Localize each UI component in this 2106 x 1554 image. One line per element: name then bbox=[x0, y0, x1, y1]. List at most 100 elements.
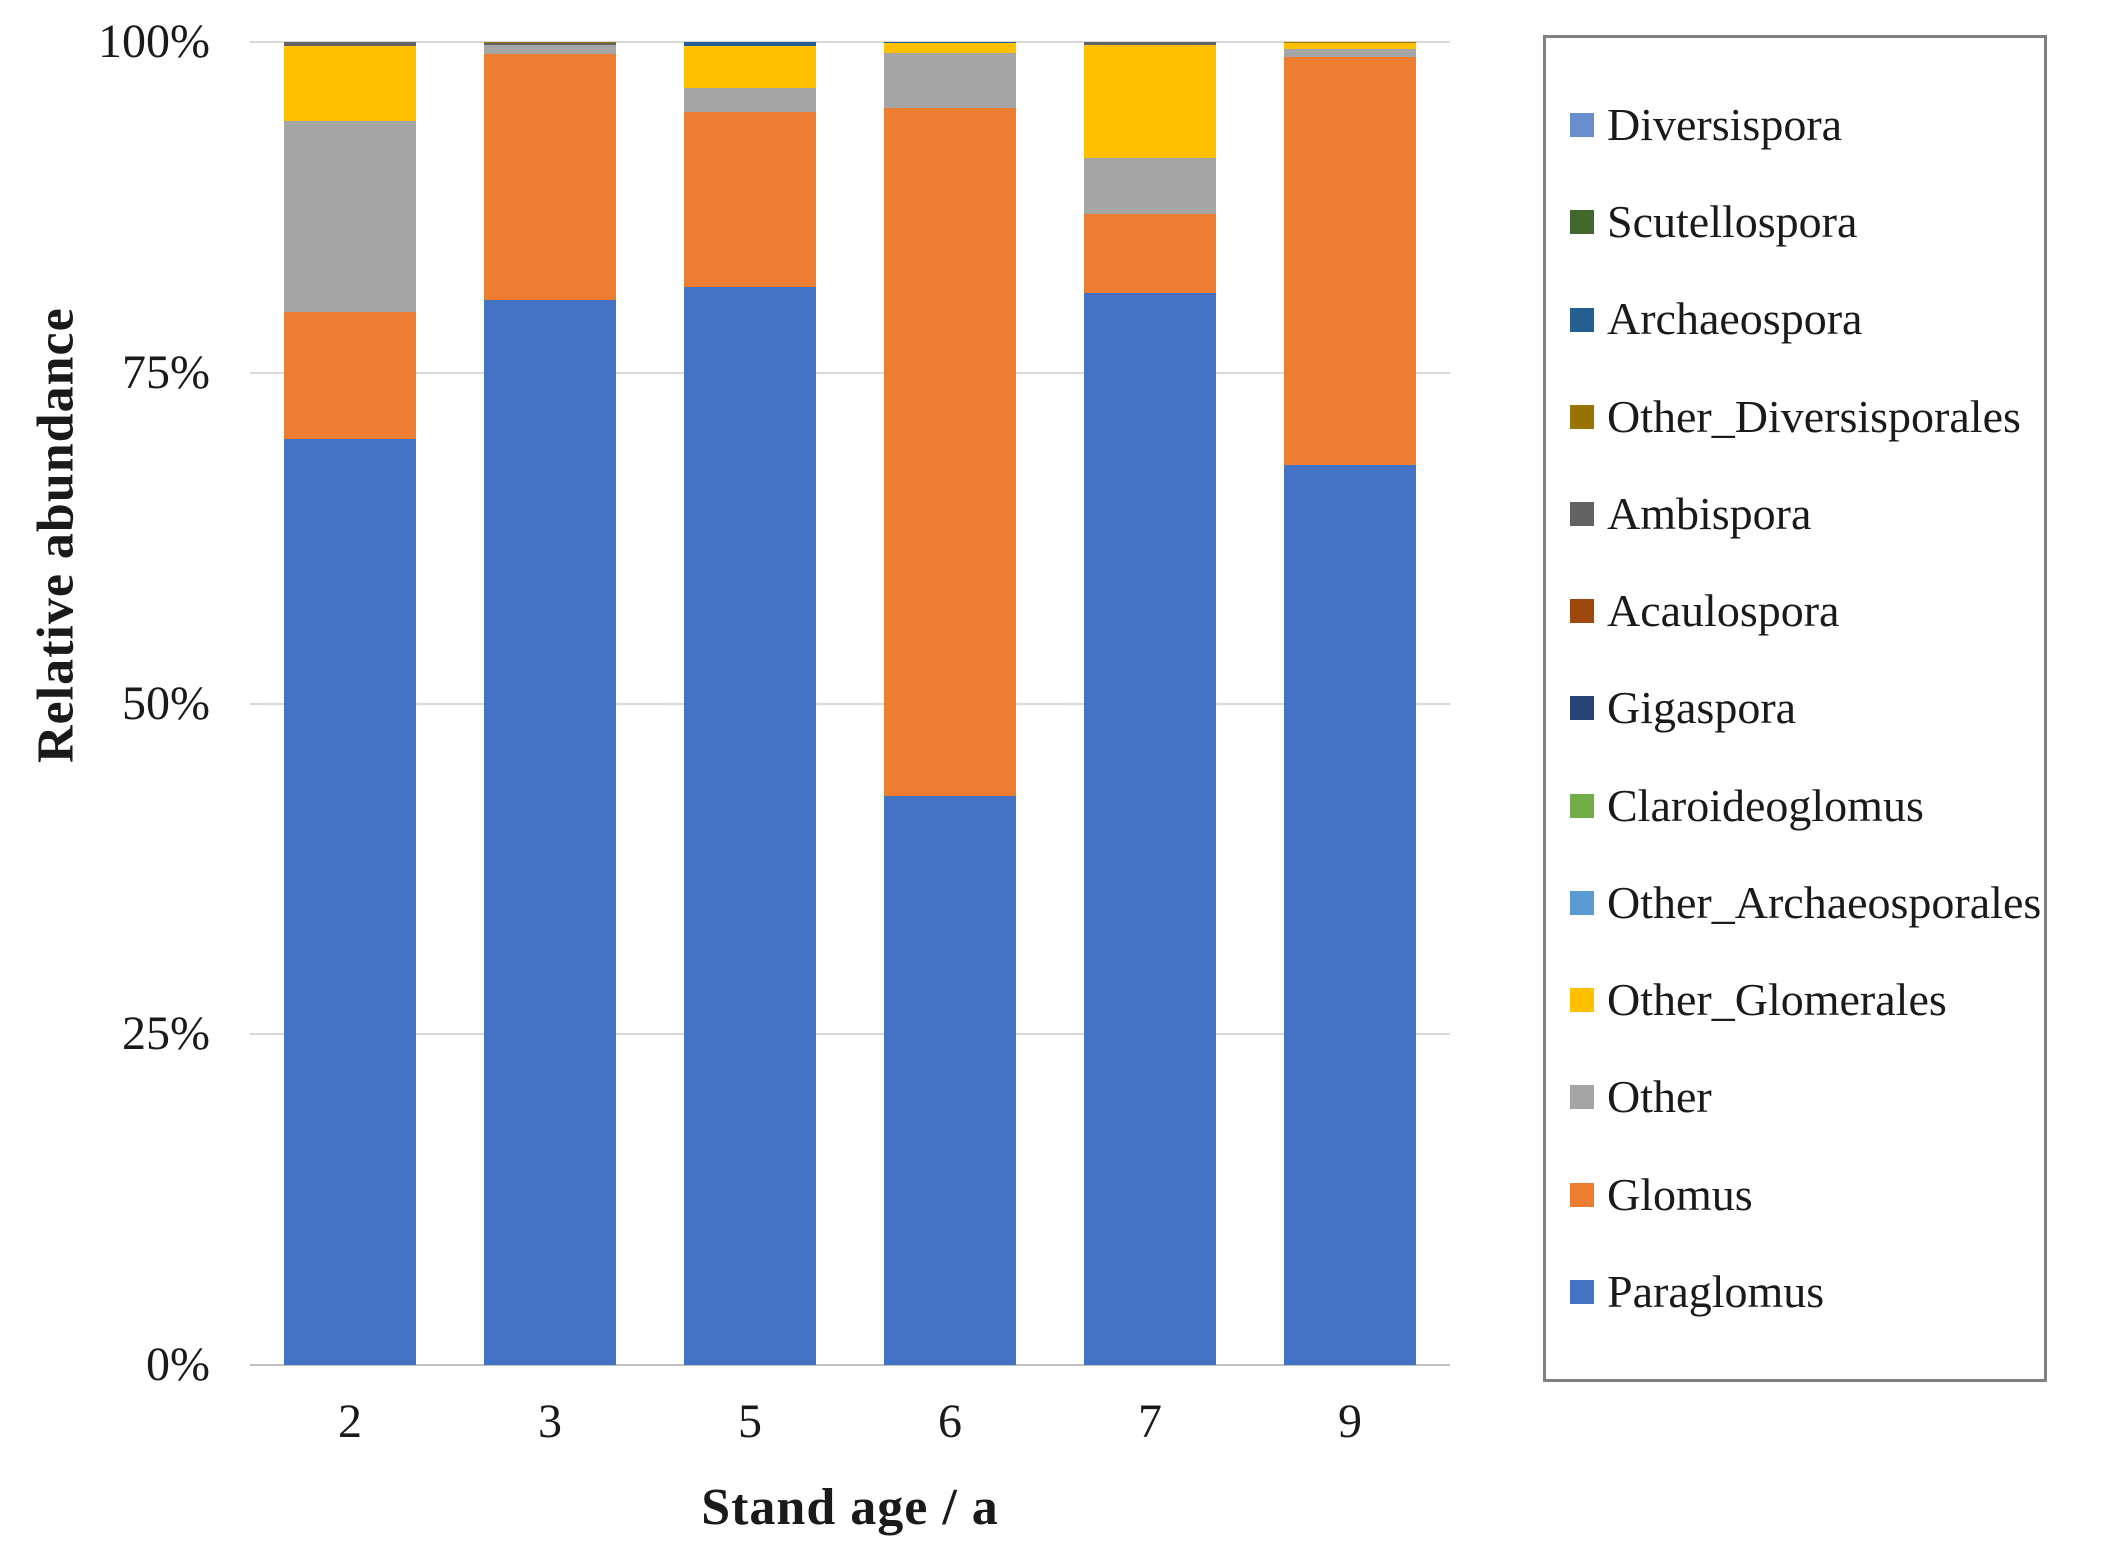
legend-swatch-paraglomus bbox=[1570, 1279, 1594, 1304]
segment-other-age-7 bbox=[1084, 158, 1216, 214]
bar-age-5 bbox=[684, 42, 816, 1365]
segment-archaeospora-age-5 bbox=[684, 42, 816, 46]
legend-label-scutellospora: Scutellospora bbox=[1607, 196, 1858, 248]
legend-item-ambispora: Ambispora bbox=[1570, 487, 2034, 539]
bar-age-9 bbox=[1284, 42, 1416, 1365]
x-tick-label-7: 7 bbox=[1138, 1395, 1162, 1448]
legend-item-paraglomus: Paraglomus bbox=[1570, 1265, 2034, 1317]
legend-swatch-diversispora bbox=[1570, 113, 1594, 138]
x-tick-label-5: 5 bbox=[738, 1395, 762, 1448]
plot-area bbox=[250, 41, 1450, 1366]
bar-slot-age-2 bbox=[250, 42, 450, 1365]
segment-paraglomus-age-9 bbox=[1284, 465, 1416, 1365]
gridline-0 bbox=[250, 1364, 1450, 1366]
segment-paraglomus-age-2 bbox=[284, 438, 416, 1365]
segment-other-age-6 bbox=[884, 52, 1016, 109]
y-tick-label-100: 100% bbox=[98, 15, 210, 68]
legend-label-claroideoglomus: Claroideoglomus bbox=[1607, 779, 1924, 831]
legend-swatch-other bbox=[1570, 1085, 1594, 1110]
bar-slot-age-7 bbox=[1050, 42, 1250, 1365]
legend-swatch-archaeospora bbox=[1570, 307, 1594, 332]
legend-swatch-other_glomerales bbox=[1570, 988, 1594, 1013]
gridline-100 bbox=[250, 41, 1450, 43]
bar-age-7 bbox=[1084, 42, 1216, 1365]
segment-other-age-5 bbox=[684, 88, 816, 113]
legend-item-archaeospora: Archaeospora bbox=[1570, 295, 2034, 343]
legend-swatch-claroideoglomus bbox=[1570, 793, 1594, 818]
y-tick-label-50: 50% bbox=[122, 676, 210, 730]
segment-ambispora-age-7 bbox=[1084, 42, 1216, 45]
x-tick-label-2: 2 bbox=[338, 1395, 362, 1448]
legend: Diversispora Scutellospora Archaeospora Oth… bbox=[1543, 35, 2047, 1382]
legend-swatch-acaulospora bbox=[1570, 599, 1594, 624]
legend-item-other_glomerales: Other_Glomerales bbox=[1570, 974, 2034, 1026]
x-axis-title: Stand age / a bbox=[701, 1479, 999, 1536]
segment-other_glomerales-age-7 bbox=[1084, 44, 1216, 159]
legend-item-acaulospora: Acaulospora bbox=[1570, 586, 2034, 635]
legend-item-other_archaeosporales: Other_Archaeosporales bbox=[1570, 878, 2041, 927]
segment-archaeospora-age-6 bbox=[884, 42, 1016, 44]
legend-item-other: Other bbox=[1570, 1071, 2034, 1123]
legend-swatch-glomus bbox=[1570, 1182, 1594, 1207]
legend-label-glomus: Glomus bbox=[1607, 1168, 1753, 1220]
legend-label-diversispora: Diversispora bbox=[1607, 98, 1843, 150]
legend-item-gigaspora: Gigaspora bbox=[1570, 684, 2034, 732]
legend-label-archaeospora: Archaeospora bbox=[1607, 293, 1863, 345]
x-axis-ticks: 2 3 5 6 7 9 bbox=[250, 1398, 1450, 1446]
segment-other_diversisporales-age-3 bbox=[484, 42, 616, 44]
gridline-75 bbox=[250, 371, 1450, 374]
bar-age-3 bbox=[484, 42, 616, 1365]
y-tick-label-25: 25% bbox=[122, 1007, 210, 1061]
segment-paraglomus-age-7 bbox=[1084, 293, 1216, 1365]
gridline-25 bbox=[250, 1033, 1450, 1036]
legend-label-other: Other bbox=[1607, 1071, 1712, 1123]
bar-slot-age-5 bbox=[650, 42, 850, 1365]
legend-item-claroideoglomus: Claroideoglomus bbox=[1570, 779, 2034, 831]
segment-paraglomus-age-5 bbox=[684, 286, 816, 1365]
segment-glomus-age-9 bbox=[1284, 56, 1416, 466]
y-tick-label-0: 0% bbox=[146, 1338, 210, 1391]
segment-other_diversisporales-age-9 bbox=[1284, 42, 1416, 44]
legend-swatch-other_archaeosporales bbox=[1570, 890, 1594, 915]
segment-glomus-age-3 bbox=[484, 53, 616, 300]
legend-item-diversispora: Diversispora bbox=[1570, 98, 2034, 150]
legend-label-other_diversisporales: Other_Diversisporales bbox=[1607, 390, 2021, 442]
segment-other-age-3 bbox=[484, 44, 616, 54]
legend-swatch-ambispora bbox=[1570, 502, 1594, 527]
segment-other_glomerales-age-5 bbox=[684, 46, 816, 89]
segment-ambispora-age-3 bbox=[484, 43, 616, 45]
x-tick-label-9: 9 bbox=[1338, 1395, 1362, 1448]
legend-swatch-other_diversisporales bbox=[1570, 404, 1594, 429]
y-tick-label-75: 75% bbox=[122, 345, 210, 399]
bar-age-6 bbox=[884, 42, 1016, 1365]
bars-layer bbox=[250, 42, 1450, 1365]
segment-other_glomerales-age-6 bbox=[884, 43, 1016, 53]
bar-age-2 bbox=[284, 42, 416, 1365]
legend-label-gigaspora: Gigaspora bbox=[1607, 682, 1797, 734]
segment-ambispora-age-2 bbox=[284, 42, 416, 46]
gridline-50 bbox=[250, 702, 1450, 705]
bar-slot-age-3 bbox=[450, 42, 650, 1365]
x-tick-label-3: 3 bbox=[538, 1395, 562, 1448]
legend-label-paraglomus: Paraglomus bbox=[1607, 1265, 1825, 1317]
segment-other_glomerales-age-9 bbox=[1284, 43, 1416, 49]
y-axis-ticks: 0% 25% 50% 75% 100% bbox=[0, 18, 228, 1389]
legend-swatch-gigaspora bbox=[1570, 696, 1594, 721]
legend-item-glomus: Glomus bbox=[1570, 1168, 2034, 1220]
legend-item-other_diversisporales: Other_Diversisporales bbox=[1570, 390, 2034, 442]
segment-other_glomerales-age-2 bbox=[284, 46, 416, 122]
segment-glomus-age-2 bbox=[284, 311, 416, 439]
segment-other-age-9 bbox=[1284, 48, 1416, 57]
bar-slot-age-9 bbox=[1250, 42, 1450, 1365]
segment-glomus-age-7 bbox=[1084, 214, 1216, 294]
legend-item-scutellospora: Scutellospora bbox=[1570, 196, 2034, 248]
segment-glomus-age-5 bbox=[684, 112, 816, 287]
legend-label-other_glomerales: Other_Glomerales bbox=[1607, 974, 1947, 1026]
segment-glomus-age-6 bbox=[884, 108, 1016, 797]
segment-paraglomus-age-6 bbox=[884, 796, 1016, 1365]
legend-label-ambispora: Ambispora bbox=[1607, 487, 1812, 539]
legend-label-other_archaeosporales: Other_Archaeosporales bbox=[1607, 876, 2042, 928]
x-tick-label-6: 6 bbox=[938, 1395, 962, 1448]
bar-slot-age-6 bbox=[850, 42, 1050, 1365]
